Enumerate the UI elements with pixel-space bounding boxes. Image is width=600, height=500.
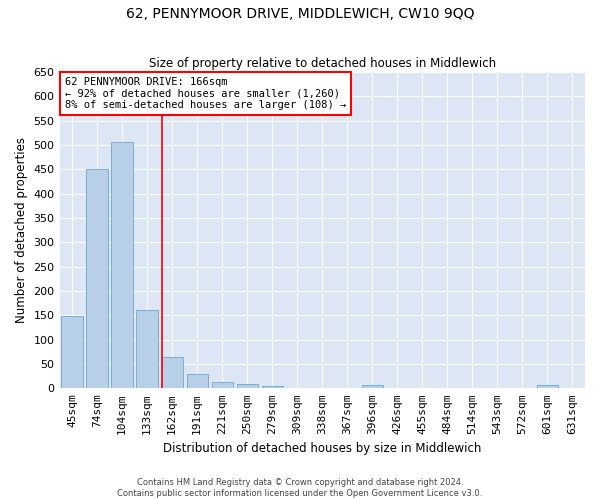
Title: Size of property relative to detached houses in Middlewich: Size of property relative to detached ho… — [149, 56, 496, 70]
Bar — [86, 170, 108, 388]
Bar — [161, 356, 183, 388]
Bar — [187, 374, 208, 388]
Bar — [212, 382, 233, 388]
Bar — [262, 386, 283, 388]
Text: 62 PENNYMOOR DRIVE: 166sqm
← 92% of detached houses are smaller (1,260)
8% of se: 62 PENNYMOOR DRIVE: 166sqm ← 92% of deta… — [65, 77, 346, 110]
Bar — [136, 310, 158, 388]
Bar — [61, 316, 83, 388]
Text: 62, PENNYMOOR DRIVE, MIDDLEWICH, CW10 9QQ: 62, PENNYMOOR DRIVE, MIDDLEWICH, CW10 9Q… — [126, 8, 474, 22]
Y-axis label: Number of detached properties: Number of detached properties — [15, 137, 28, 323]
Bar — [112, 142, 133, 388]
Text: Contains HM Land Registry data © Crown copyright and database right 2024.
Contai: Contains HM Land Registry data © Crown c… — [118, 478, 482, 498]
Bar — [537, 386, 558, 388]
Bar — [236, 384, 258, 388]
Bar — [362, 386, 383, 388]
X-axis label: Distribution of detached houses by size in Middlewich: Distribution of detached houses by size … — [163, 442, 481, 455]
